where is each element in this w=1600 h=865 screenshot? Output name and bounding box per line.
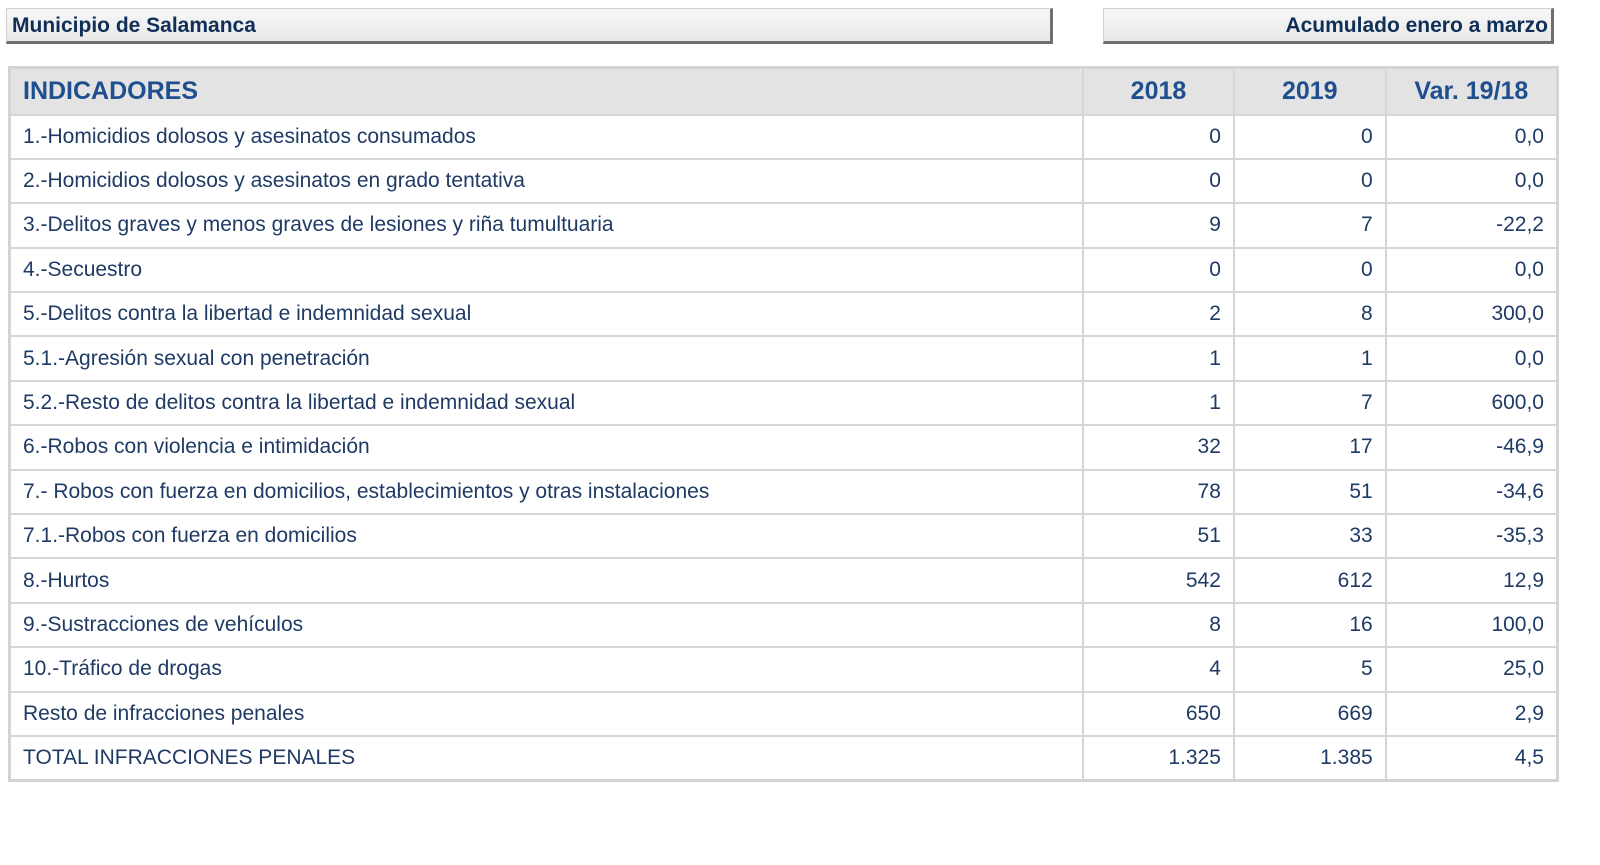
value-2019: 1 bbox=[1232, 335, 1387, 382]
column-header-2019: 2019 bbox=[1232, 66, 1387, 116]
variation-value: 100,0 bbox=[1384, 601, 1559, 649]
variation-value: 12,9 bbox=[1384, 557, 1559, 604]
period-label: Acumulado enero a marzo bbox=[1103, 8, 1554, 44]
indicator-label: 9.-Sustracciones de vehículos bbox=[8, 601, 1085, 649]
indicator-label: 10.-Tráfico de drogas bbox=[8, 646, 1085, 693]
table-row: 10.-Tráfico de drogas 4 5 25,0 bbox=[8, 646, 1559, 693]
variation-value: -35,3 bbox=[1384, 513, 1559, 560]
value-2018: 0 bbox=[1082, 157, 1235, 205]
variation-value: 4,5 bbox=[1384, 734, 1559, 782]
value-2019: 612 bbox=[1232, 557, 1387, 604]
indicator-label: Resto de infracciones penales bbox=[8, 690, 1085, 737]
indicator-label: 7.- Robos con fuerza en domicilios, esta… bbox=[8, 468, 1085, 516]
value-2018: 32 bbox=[1082, 424, 1235, 471]
table-row: 4.-Secuestro 0 0 0,0 bbox=[8, 246, 1559, 294]
value-2019: 51 bbox=[1232, 468, 1387, 516]
table-row: 3.-Delitos graves y menos graves de lesi… bbox=[8, 202, 1559, 249]
variation-value: 0,0 bbox=[1384, 113, 1559, 160]
table-row: 5.1.-Agresión sexual con penetración 1 1 0,… bbox=[8, 335, 1559, 382]
indicator-label: TOTAL INFRACCIONES PENALES bbox=[8, 734, 1085, 782]
value-2019: 33 bbox=[1232, 513, 1387, 560]
value-2018: 8 bbox=[1082, 601, 1235, 649]
value-2018: 650 bbox=[1082, 690, 1235, 737]
value-2018: 1 bbox=[1082, 379, 1235, 427]
table-row: 5.-Delitos contra la libertad e indemnid… bbox=[8, 291, 1559, 338]
indicator-label: 5.2.-Resto de delitos contra la libertad… bbox=[8, 379, 1085, 427]
table-row: 9.-Sustracciones de vehículos 8 16 100,0 bbox=[8, 601, 1559, 649]
value-2019: 669 bbox=[1232, 690, 1387, 737]
value-2018: 1.325 bbox=[1082, 734, 1235, 782]
value-2019: 5 bbox=[1232, 646, 1387, 693]
variation-value: -46,9 bbox=[1384, 424, 1559, 471]
value-2019: 7 bbox=[1232, 202, 1387, 249]
indicators-table: INDICADORES 2018 2019 Var. 19/18 1.-Homi… bbox=[8, 66, 1559, 782]
column-header-2018: 2018 bbox=[1082, 66, 1235, 116]
table-row: 8.-Hurtos 542 612 12,9 bbox=[8, 557, 1559, 604]
table-row: 6.-Robos con violencia e intimidación 32 1… bbox=[8, 424, 1559, 471]
value-2019: 7 bbox=[1232, 379, 1387, 427]
value-2018: 0 bbox=[1082, 113, 1235, 160]
variation-value: -22,2 bbox=[1384, 202, 1559, 249]
variation-value: 0,0 bbox=[1384, 157, 1559, 205]
indicator-label: 5.1.-Agresión sexual con penetración bbox=[8, 335, 1085, 382]
column-header-variation: Var. 19/18 bbox=[1384, 66, 1559, 116]
variation-value: 300,0 bbox=[1384, 291, 1559, 338]
municipality-title: Municipio de Salamanca bbox=[6, 8, 1053, 44]
value-2018: 542 bbox=[1082, 557, 1235, 604]
value-2018: 1 bbox=[1082, 335, 1235, 382]
table-header-row: INDICADORES 2018 2019 Var. 19/18 bbox=[8, 66, 1559, 116]
table-row: 1.-Homicidios dolosos y asesinatos consu… bbox=[8, 113, 1559, 160]
table-row: Resto de infracciones penales 650 669 2,9 bbox=[8, 690, 1559, 737]
value-2018: 51 bbox=[1082, 513, 1235, 560]
indicator-label: 6.-Robos con violencia e intimidación bbox=[8, 424, 1085, 471]
value-2019: 16 bbox=[1232, 601, 1387, 649]
indicator-label: 7.1.-Robos con fuerza en domicilios bbox=[8, 513, 1085, 560]
value-2018: 9 bbox=[1082, 202, 1235, 249]
table-row: 5.2.-Resto de delitos contra la libertad… bbox=[8, 379, 1559, 427]
indicator-label: 2.-Homicidios dolosos y asesinatos en gr… bbox=[8, 157, 1085, 205]
value-2018: 0 bbox=[1082, 246, 1235, 294]
indicator-label: 1.-Homicidios dolosos y asesinatos consu… bbox=[8, 113, 1085, 160]
table-row: 7.- Robos con fuerza en domicilios, esta… bbox=[8, 468, 1559, 516]
variation-value: 25,0 bbox=[1384, 646, 1559, 693]
table-row: 7.1.-Robos con fuerza en domicilios 51 33-… bbox=[8, 513, 1559, 560]
value-2019: 8 bbox=[1232, 291, 1387, 338]
indicator-label: 4.-Secuestro bbox=[8, 246, 1085, 294]
variation-value: 600,0 bbox=[1384, 379, 1559, 427]
indicator-label: 5.-Delitos contra la libertad e indemnid… bbox=[8, 291, 1085, 338]
table-row: TOTAL INFRACCIONES PENALES 1.325 1.385 4,5 bbox=[8, 734, 1559, 782]
variation-value: 2,9 bbox=[1384, 690, 1559, 737]
value-2018: 4 bbox=[1082, 646, 1235, 693]
value-2019: 0 bbox=[1232, 157, 1387, 205]
variation-value: -34,6 bbox=[1384, 468, 1559, 516]
variation-value: 0,0 bbox=[1384, 246, 1559, 294]
column-header-indicadores: INDICADORES bbox=[8, 66, 1085, 116]
value-2019: 1.385 bbox=[1232, 734, 1387, 782]
value-2018: 2 bbox=[1082, 291, 1235, 338]
indicator-label: 8.-Hurtos bbox=[8, 557, 1085, 604]
value-2018: 78 bbox=[1082, 468, 1235, 516]
value-2019: 0 bbox=[1232, 113, 1387, 160]
value-2019: 0 bbox=[1232, 246, 1387, 294]
indicator-label: 3.-Delitos graves y menos graves de lesi… bbox=[8, 202, 1085, 249]
table-row: 2.-Homicidios dolosos y asesinatos en gr… bbox=[8, 157, 1559, 205]
value-2019: 17 bbox=[1232, 424, 1387, 471]
variation-value: 0,0 bbox=[1384, 335, 1559, 382]
